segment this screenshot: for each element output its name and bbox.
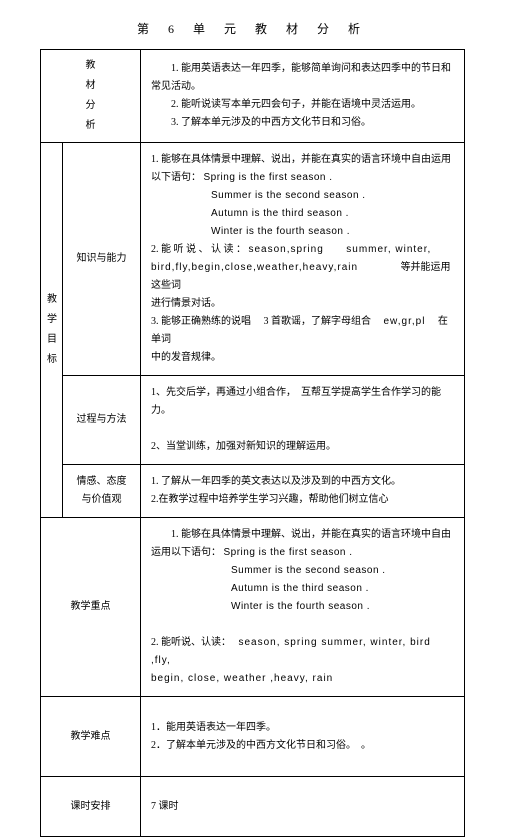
- sub-label: 过程与方法: [63, 376, 141, 465]
- section-label: 教 材 分 析: [41, 50, 141, 143]
- table-row: 教学重点 1. 能够在具体情景中理解、说出，并能在真实的语言环境中自由运用以下语…: [41, 518, 465, 697]
- content-text: 1. 能够在具体情景中理解、说出，并能在真实的语言环境中自由运用以下语句： Sp…: [151, 526, 454, 688]
- page-title: 第 6 单 元 教 材 分 析: [40, 20, 465, 37]
- section-content: 1. 能够在具体情景中理解、说出，并能在真实的语言环境中自由运用以下语句： Sp…: [141, 143, 465, 376]
- content-text: 1. 能够在具体情景中理解、说出，并能在真实的语言环境中自由运用以下语句： Sp…: [151, 151, 454, 367]
- section-label: 教学难点: [41, 697, 141, 777]
- section-content: 1. 能够在具体情景中理解、说出，并能在真实的语言环境中自由运用以下语句： Sp…: [141, 518, 465, 697]
- label-text: 教 材 分 析: [47, 56, 134, 136]
- section-label: 教学重点: [41, 518, 141, 697]
- table-row: 教 学 目 标 知识与能力 1. 能够在具体情景中理解、说出，并能在真实的语言环…: [41, 143, 465, 376]
- section-content: 1、先交后学，再通过小组合作， 互帮互学提高学生合作学习的能力。 2、当堂训练，…: [141, 376, 465, 465]
- content-text: 1. 能用英语表达一年四季，能够简单询问和表达四季中的节日和常见活动。 2. 能…: [151, 60, 454, 132]
- section-content: 1．能用英语表达一年四季。 2．了解本单元涉及的中西方文化节日和习俗。 。: [141, 697, 465, 777]
- section-content: 7 课时: [141, 777, 465, 837]
- section-label: 课时安排: [41, 777, 141, 837]
- section-content: 1. 能用英语表达一年四季，能够简单询问和表达四季中的节日和常见活动。 2. 能…: [141, 50, 465, 143]
- table-row: 教学难点 1．能用英语表达一年四季。 2．了解本单元涉及的中西方文化节日和习俗。…: [41, 697, 465, 777]
- label-text: 教 学 目 标: [47, 290, 56, 370]
- content-text: 1．能用英语表达一年四季。 2．了解本单元涉及的中西方文化节日和习俗。 。: [151, 719, 454, 755]
- section-content: 1. 了解从一年四季的英文表达以及涉及到的中西方文化。 2.在教学过程中培养学生…: [141, 465, 465, 518]
- sub-label: 知识与能力: [63, 143, 141, 376]
- table-row: 过程与方法 1、先交后学，再通过小组合作， 互帮互学提高学生合作学习的能力。 2…: [41, 376, 465, 465]
- content-text: 1、先交后学，再通过小组合作， 互帮互学提高学生合作学习的能力。 2、当堂训练，…: [151, 384, 454, 456]
- content-text: 7 课时: [151, 798, 454, 816]
- section-label: 教 学 目 标: [41, 143, 63, 518]
- table-row: 课时安排 7 课时: [41, 777, 465, 837]
- content-text: 1. 了解从一年四季的英文表达以及涉及到的中西方文化。 2.在教学过程中培养学生…: [151, 473, 454, 509]
- sub-label: 情感、态度 与价值观: [63, 465, 141, 518]
- table-row: 情感、态度 与价值观 1. 了解从一年四季的英文表达以及涉及到的中西方文化。 2…: [41, 465, 465, 518]
- table-row: 教 材 分 析 1. 能用英语表达一年四季，能够简单询问和表达四季中的节日和常见…: [41, 50, 465, 143]
- analysis-table: 教 材 分 析 1. 能用英语表达一年四季，能够简单询问和表达四季中的节日和常见…: [40, 49, 465, 837]
